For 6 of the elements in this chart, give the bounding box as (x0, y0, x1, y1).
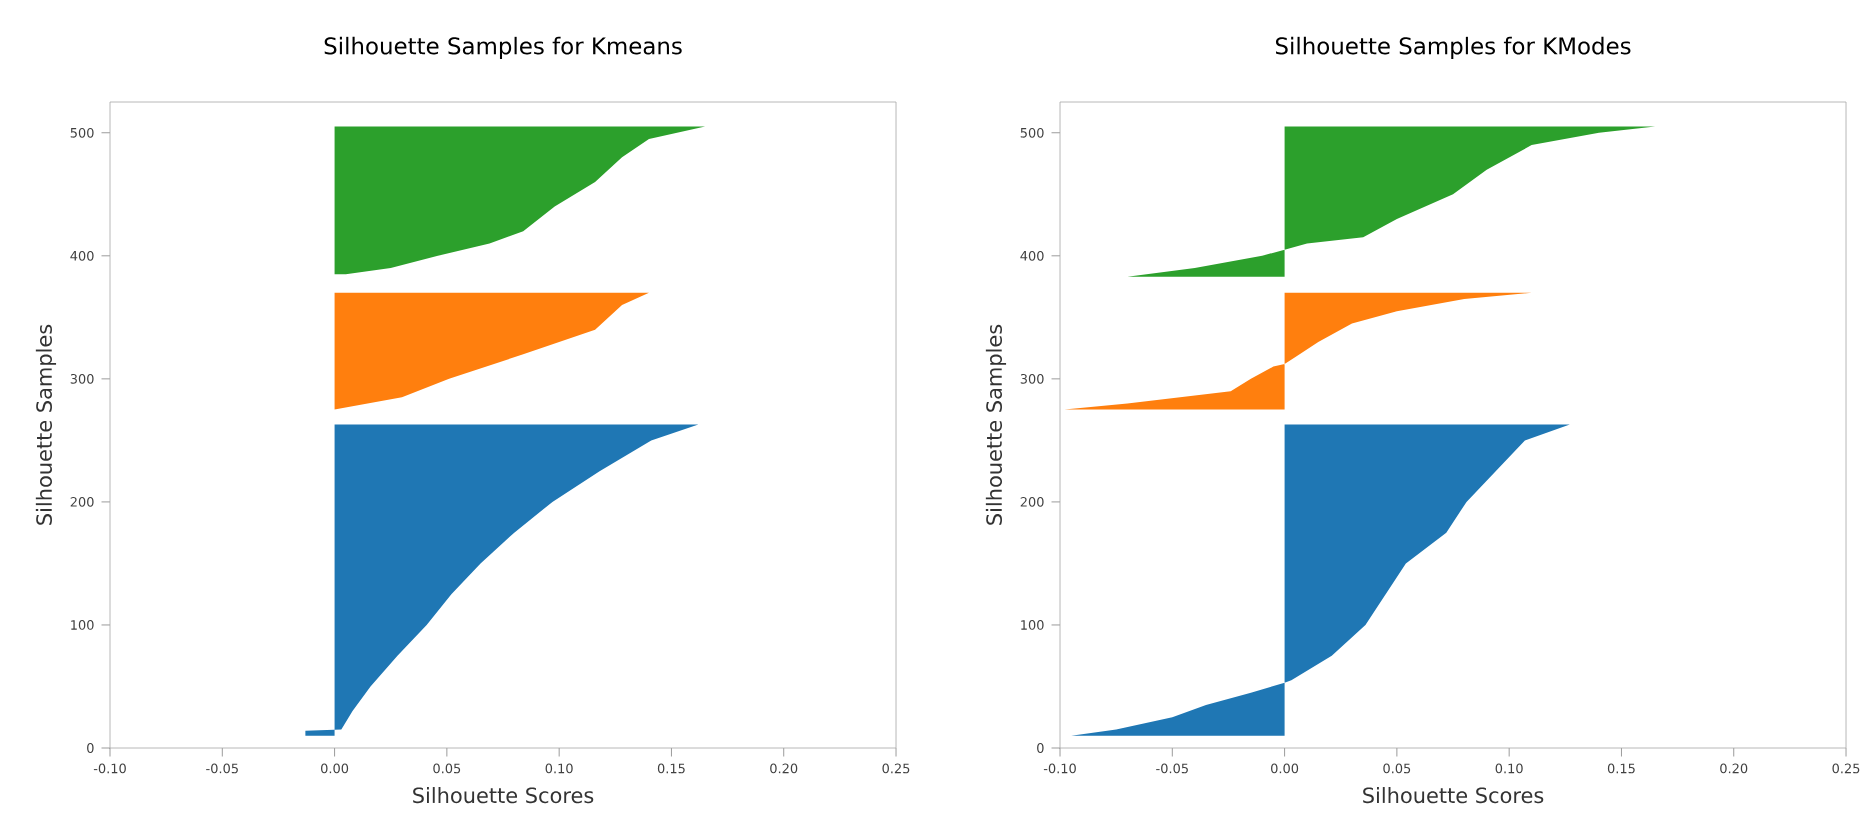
chart-title: Silhouette Samples for Kmeans (324, 36, 682, 59)
x-axis-title: Silhouette Scores (1363, 787, 1544, 804)
y-axis-title: Silhouette Samples (35, 324, 57, 525)
chart-title: Silhouette Samples for KModes (1275, 36, 1631, 59)
y-axis-title: Silhouette Samples (985, 324, 1007, 525)
x-axis-title: Silhouette Scores (413, 787, 594, 804)
